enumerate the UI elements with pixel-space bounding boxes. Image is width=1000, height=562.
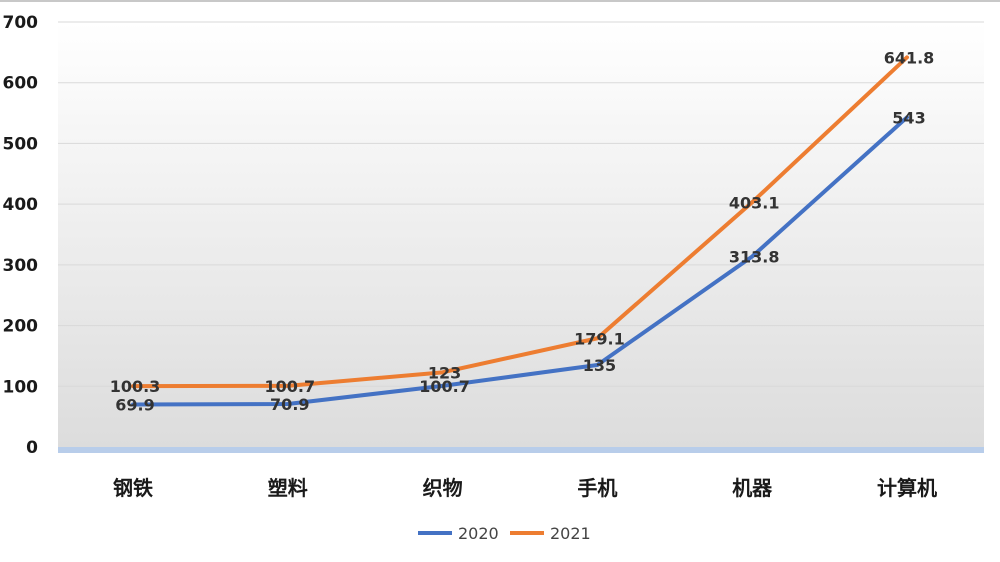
data-label-2020: 543 [892,108,925,127]
legend: 2020 2021 [418,524,591,543]
y-tick-label: 500 [3,134,39,154]
y-tick-label: 0 [26,438,38,458]
x-axis-category-labels: 钢铁 塑料 织物 手机 机器 计算机 [113,476,937,500]
y-tick-label: 700 [3,13,39,33]
data-label-2021: 641.8 [884,48,935,67]
x-axis-line [58,447,984,453]
data-label-2020: 135 [583,356,616,375]
series-line-2020 [131,115,909,407]
legend-label-2020: 2020 [458,524,499,543]
series-line-2021 [131,55,909,389]
data-label-2021: 179.1 [574,329,625,348]
series-lines [131,55,909,407]
data-label-2021: 403.1 [729,193,780,212]
x-category-label: 钢铁 [113,476,153,500]
plot-area [58,22,984,450]
data-label-2021: 123 [428,363,461,382]
x-category-label: 手机 [577,476,617,500]
data-label-2020: 313.8 [729,247,780,266]
legend-label-2021: 2021 [550,524,591,543]
y-tick-label: 100 [3,377,39,397]
x-category-label: 塑料 [268,476,308,500]
data-label-2020: 69.9 [115,396,154,415]
y-tick-label: 200 [3,317,39,337]
data-label-2021: 100.3 [110,377,161,396]
y-tick-label: 400 [3,195,39,215]
y-axis-tick-labels: 0 100 200 300 400 500 600 700 [3,13,39,458]
frame-top-border [0,0,1000,2]
y-tick-label: 600 [3,74,39,94]
x-category-label: 织物 [423,476,463,500]
y-tick-label: 300 [3,256,39,276]
x-category-label: 机器 [732,476,773,500]
data-label-2020: 100.7 [419,377,470,396]
x-category-label: 计算机 [877,476,937,500]
data-label-2021: 100.7 [264,377,315,396]
data-label-2020: 70.9 [270,395,309,414]
